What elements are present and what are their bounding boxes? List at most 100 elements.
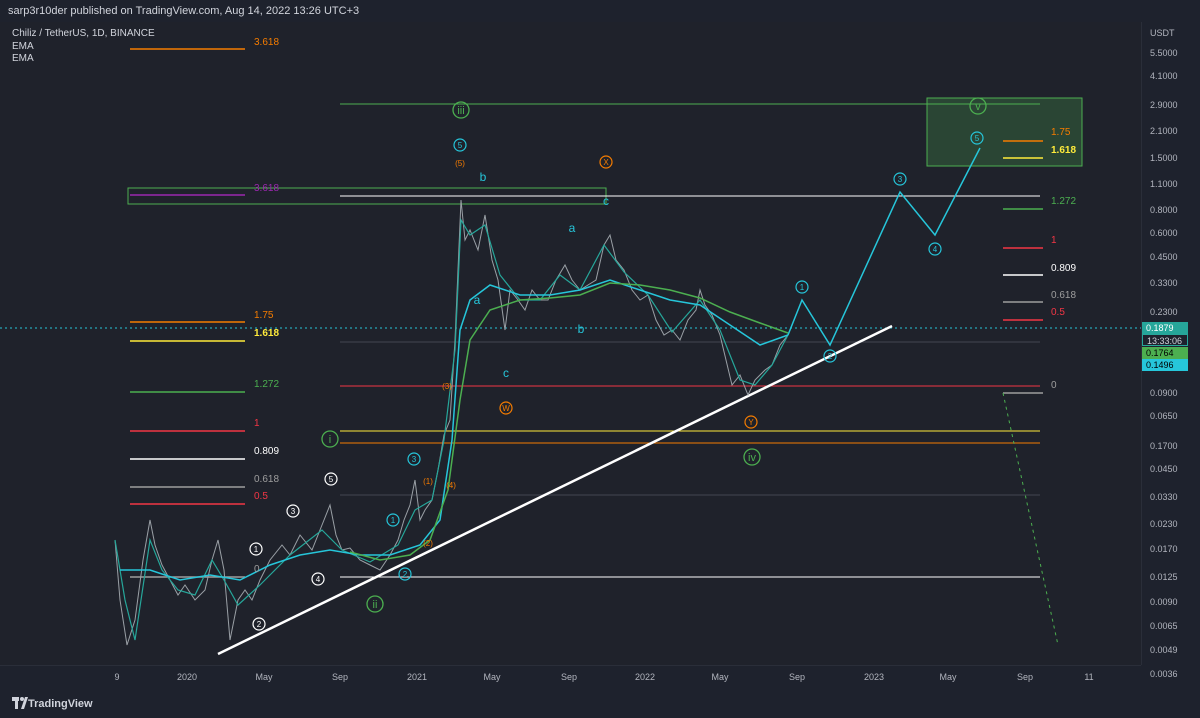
rfib-label-1618: 1.618: [1051, 145, 1076, 156]
time-label: 2021: [406, 672, 428, 682]
fib-label-0809: 0.809: [254, 446, 279, 457]
wave-iv-circle: [743, 448, 761, 466]
wave-o5: (5): [455, 159, 465, 168]
wave-o4: (4): [446, 481, 456, 490]
rfib-label-0809: 0.809: [1051, 263, 1076, 274]
ema-green: [349, 282, 789, 561]
countdown-tag: 13:33:06: [1142, 334, 1188, 346]
wave-X: X: [603, 158, 609, 167]
time-label: 2022: [634, 672, 656, 682]
wave-b1: b: [480, 170, 487, 184]
rfib-label-175: 1.75: [1051, 127, 1071, 138]
time-label: 2023: [863, 672, 885, 682]
price-label: 0.0125: [1150, 572, 1178, 582]
wave-o1: (1): [423, 477, 433, 486]
price-axis-currency: USDT: [1150, 28, 1175, 38]
indicator-ema-1[interactable]: EMA: [12, 40, 34, 52]
price-label: 0.0090: [1150, 597, 1178, 607]
wave-v-label: v: [975, 101, 981, 113]
fib-label-mid: 3.618: [254, 183, 279, 194]
time-axis[interactable]: 9 2020 May Sep 2021 May Sep 2022 May Sep…: [0, 665, 1141, 688]
price-label: 0.0049: [1150, 645, 1178, 655]
wave-a1: a: [474, 293, 481, 307]
time-label: Sep: [560, 672, 578, 682]
wave-ii-circle: [366, 595, 384, 613]
wave-i-circle: [321, 430, 339, 448]
publish-info: sarp3r10der published on TradingView.com…: [8, 5, 360, 17]
rfib-label-05: 0.5: [1051, 307, 1065, 318]
wave-Y: Y: [748, 418, 754, 427]
indicator-ema-2[interactable]: EMA: [12, 53, 34, 64]
c-wave-5a: 5: [458, 141, 463, 150]
w-minor-4: 4: [316, 575, 321, 584]
wave-iv-label: iv: [748, 452, 756, 464]
c-wave-2b: 2: [828, 352, 833, 361]
fib-label-3618: 3.618: [254, 37, 279, 48]
w-minor-1: 1: [254, 545, 259, 554]
wave-v-circle: [969, 97, 987, 115]
wave-a2: a: [569, 221, 576, 235]
time-label: Sep: [788, 672, 806, 682]
rfib-label-1: 1: [1051, 235, 1057, 246]
time-label: May: [939, 672, 957, 682]
c-wave-3a: 3: [412, 455, 417, 464]
time-label: 9: [114, 672, 120, 682]
price-label: 1.5000: [1150, 153, 1178, 163]
support-trendline: [217, 324, 893, 656]
current-price-tag: 0.1879: [1142, 322, 1188, 334]
c-wave-3b: 3: [898, 175, 903, 184]
wave-c1: c: [503, 366, 509, 380]
price-label: 0.6000: [1150, 228, 1178, 238]
rfib-label-0: 0: [1051, 380, 1057, 391]
wave-W: W: [502, 404, 510, 413]
w-minor-2: 2: [257, 620, 262, 629]
chart-legend: Chiliz / TetherUS, 1D, BINANCE EMA EMA: [12, 28, 155, 66]
price-label: 0.3300: [1150, 278, 1178, 288]
wave-i-label: i: [329, 434, 331, 446]
dashed-projection: [1002, 392, 1059, 646]
fib-label-1618: 1.618: [254, 328, 279, 339]
price-label: 0.8000: [1150, 205, 1178, 215]
footer: TradingView: [0, 688, 1200, 718]
price-label: 2.9000: [1150, 100, 1178, 110]
target-box: [926, 97, 1083, 167]
wave-o3: (3): [442, 382, 452, 391]
wave-b2: b: [578, 322, 585, 336]
fib-label-05: 0.5: [254, 491, 268, 502]
rfib-label-0618: 0.618: [1051, 290, 1076, 301]
price-label: 0.0170: [1150, 544, 1178, 554]
candles-green: [114, 217, 789, 641]
ema-cyan-tag: 0.1496: [1142, 359, 1188, 371]
time-label: May: [483, 672, 501, 682]
ema-cyan: [120, 279, 789, 581]
price-label: 0.0036: [1150, 669, 1178, 679]
publish-header: sarp3r10der published on TradingView.com…: [0, 0, 1200, 22]
wave-ii-label: ii: [373, 599, 378, 611]
wave-o2: (2): [423, 539, 433, 548]
c-wave-1a: 1: [391, 516, 396, 525]
projection-path: [787, 147, 981, 347]
tradingview-logo-icon[interactable]: [12, 697, 28, 709]
time-label: May: [711, 672, 729, 682]
time-label: 2020: [176, 672, 198, 682]
price-label: 0.0330: [1150, 492, 1178, 502]
wave-iii-label: iii: [457, 105, 464, 117]
price-label: 0.0230: [1150, 519, 1178, 529]
price-label: 0.1700: [1150, 441, 1178, 451]
chart-area[interactable]: iii v i ii iv 1 2 3 4 5 1 2 3 5 1 2 3 4 …: [0, 22, 1141, 665]
c-wave-5b: 5: [975, 134, 980, 143]
w-minor-5: 5: [329, 475, 334, 484]
price-label: 0.4500: [1150, 252, 1178, 262]
price-label: 0.0450: [1150, 464, 1178, 474]
symbol-title[interactable]: Chiliz / TetherUS, 1D, BINANCE: [12, 28, 155, 39]
wave-c2: c: [603, 194, 609, 208]
price-label: 0.2300: [1150, 307, 1178, 317]
chart-canvas[interactable]: iii v i ii iv 1 2 3 4 5 1 2 3 5 1 2 3 4 …: [0, 22, 1141, 665]
c-wave-4b: 4: [933, 245, 938, 254]
price-label: 0.0065: [1150, 621, 1178, 631]
footer-brand[interactable]: TradingView: [28, 698, 93, 710]
price-label: 0.0900: [1150, 388, 1178, 398]
wave-iii-circle: [452, 101, 470, 119]
time-label: Sep: [331, 672, 349, 682]
c-wave-2a: 2: [403, 570, 408, 579]
